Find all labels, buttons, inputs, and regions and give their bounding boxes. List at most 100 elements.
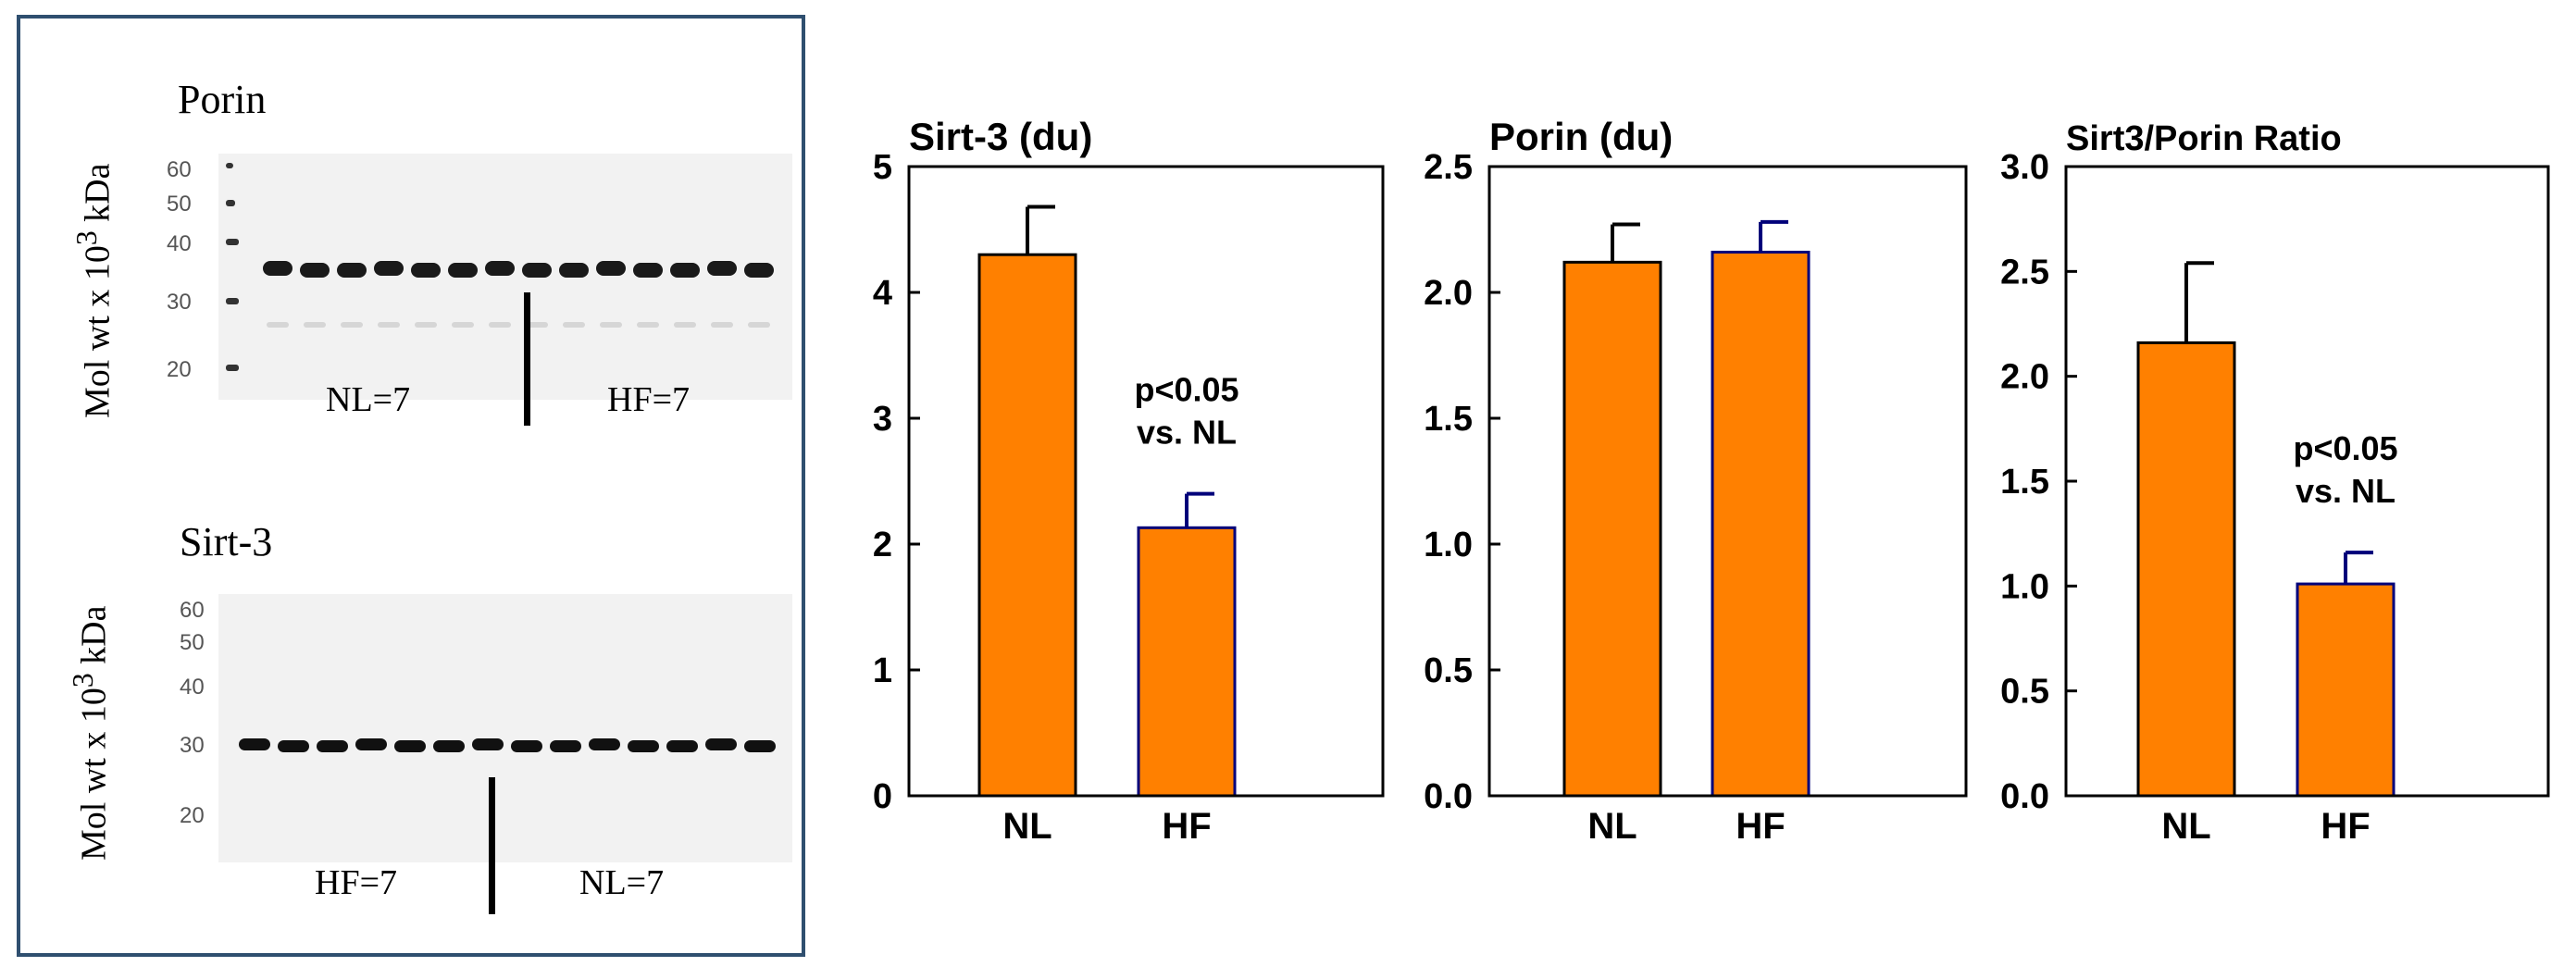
bar-hf (2296, 582, 2396, 798)
sirt3-marker-40: 40 (180, 675, 205, 700)
porin-group-divider (524, 292, 530, 426)
faint-band (489, 322, 511, 328)
porin-marker-50: 50 (167, 192, 192, 217)
porin-marker-30: 30 (167, 290, 192, 315)
y-tick-label: 0.5 (2000, 673, 2049, 712)
faint-band (452, 322, 474, 328)
chart-title: Sirt3/Porin Ratio (2066, 119, 2342, 158)
chart-title: Porin (du) (1489, 115, 1673, 158)
faint-band (267, 322, 289, 328)
y-tick-label: 2.0 (2000, 358, 2049, 397)
y-tick-label: 0.5 (1424, 651, 1473, 690)
y-tick-label: 3 (873, 400, 892, 439)
blot-band (239, 738, 270, 750)
blot-band (705, 738, 737, 750)
blot-band (589, 738, 620, 750)
blot-band (485, 261, 515, 276)
blot-band (628, 740, 659, 752)
porin-ladder-band (226, 239, 239, 245)
western-blot-panel: Porin Mol wt x 103 kDa 60 50 40 30 20 NL… (17, 15, 805, 957)
y-tick-label: 0.0 (2000, 777, 2049, 816)
y-tick-label: 4 (873, 274, 892, 313)
blot-band (670, 263, 700, 278)
blot-band (263, 261, 292, 276)
x-category-label: NL (1002, 806, 1052, 847)
significance-annotation: vs. NL (2296, 472, 2396, 510)
y-tick-label: 1.0 (2000, 567, 2049, 606)
plot-frame (1487, 165, 1968, 798)
plot-frame (907, 165, 1385, 798)
y-tick-label: 0.0 (1424, 777, 1473, 816)
blot-band (472, 738, 504, 750)
y-tick-label: 5 (873, 148, 892, 187)
blot-band (666, 740, 698, 752)
y-tick-label: 1.5 (2000, 463, 2049, 502)
significance-annotation: vs. NL (1137, 414, 1237, 452)
sirt3-group-left-label: HF=7 (315, 863, 398, 902)
x-category-label: NL (2161, 806, 2210, 847)
faint-band (637, 322, 659, 328)
faint-band (526, 322, 548, 328)
x-category-label: HF (1162, 806, 1211, 847)
porin-marker-20: 20 (167, 357, 192, 382)
porin-ladder-band (226, 298, 239, 304)
sirt3-blot-title: Sirt-3 (180, 519, 273, 564)
blot-band (374, 261, 404, 276)
porin-marker-40: 40 (167, 231, 192, 256)
porin-ladder-band (226, 163, 233, 168)
blot-band (278, 740, 309, 752)
y-tick-label: 1.5 (1424, 400, 1473, 439)
plot-frame (2064, 165, 2550, 798)
sirt3-group-divider (489, 777, 495, 914)
x-category-label: HF (1736, 806, 1785, 847)
sirt3-marker-30: 30 (180, 733, 205, 758)
sirt3-marker-20: 20 (180, 803, 205, 828)
blot-band (744, 263, 774, 278)
chart-title: Sirt-3 (du) (909, 115, 1092, 158)
blot-band (550, 740, 581, 752)
blot-band (394, 740, 426, 752)
porin-group-right-label: HF=7 (607, 380, 691, 419)
faint-band (378, 322, 400, 328)
y-tick-label: 2 (873, 526, 892, 564)
blot-band (448, 263, 478, 278)
sirt3-gel-image (218, 594, 792, 862)
significance-annotation: p<0.05 (1134, 371, 1238, 409)
blot-band (337, 263, 367, 278)
y-tick-label: 2.5 (2000, 253, 2049, 291)
porin-ladder-band (226, 365, 239, 371)
faint-band (711, 322, 733, 328)
bar-nl (2136, 341, 2236, 798)
x-category-label: NL (1587, 806, 1636, 847)
faint-band (748, 322, 770, 328)
bar-nl (1562, 260, 1662, 798)
bar-hf (1711, 250, 1811, 798)
faint-band (563, 322, 585, 328)
bar-hf (1137, 526, 1237, 798)
blot-band (411, 263, 441, 278)
blot-band (522, 263, 552, 278)
blot-band (355, 738, 387, 750)
y-tick-label: 3.0 (2000, 148, 2049, 187)
sirt3-group-right-label: NL=7 (579, 863, 665, 902)
y-tick-label: 1 (873, 651, 892, 690)
sirt3-marker-50: 50 (180, 630, 205, 655)
x-category-label: HF (2321, 806, 2370, 847)
y-tick-label: 2.0 (1424, 274, 1473, 313)
y-tick-label: 0 (873, 777, 892, 816)
sirt3-marker-60: 60 (180, 598, 205, 623)
y-tick-label: 1.0 (1424, 526, 1473, 564)
faint-band (304, 322, 326, 328)
blot-band (559, 263, 589, 278)
porin-group-left-label: NL=7 (326, 380, 411, 419)
significance-annotation: p<0.05 (2293, 429, 2397, 467)
blot-band (433, 740, 465, 752)
blot-band (596, 261, 626, 276)
blot-band (511, 740, 542, 752)
blot-band (633, 263, 663, 278)
faint-band (415, 322, 437, 328)
faint-band (341, 322, 363, 328)
porin-blot-title: Porin (178, 77, 267, 122)
blot-band (300, 263, 330, 278)
